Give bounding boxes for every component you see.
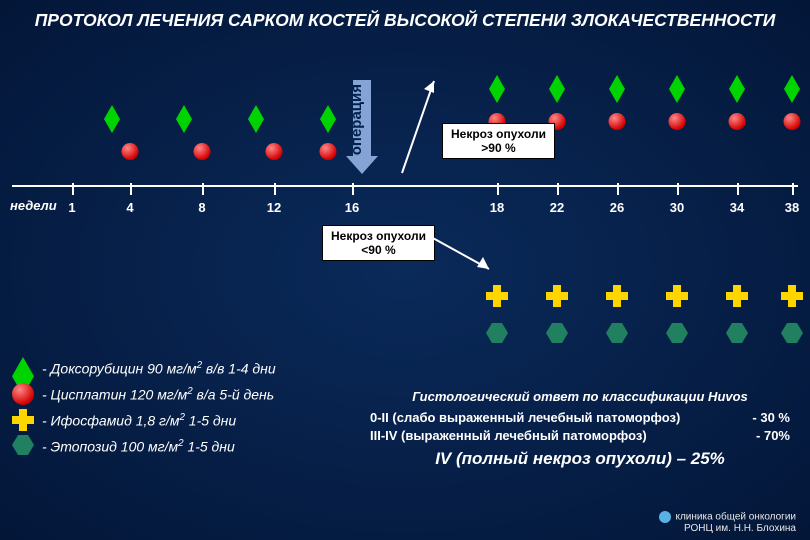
hex-marker [546, 323, 568, 343]
circle-marker [784, 113, 801, 130]
tick [677, 183, 679, 195]
diamond-marker [549, 75, 565, 103]
plus-marker [606, 285, 628, 307]
footer-icon [659, 511, 671, 523]
plus-marker [781, 285, 803, 307]
tick [130, 183, 132, 195]
plus-marker [666, 285, 688, 307]
legend-etoposide: - Этопозид 100 мг/м2 1-5 дни [12, 435, 372, 457]
circle-marker [266, 143, 283, 160]
page-title: ПРОТОКОЛ ЛЕЧЕНИЯ САРКОМ КОСТЕЙ ВЫСОКОЙ С… [0, 0, 810, 35]
hexagon-icon [12, 435, 34, 457]
circle-marker [194, 143, 211, 160]
diamond-marker [669, 75, 685, 103]
circle-icon [12, 383, 34, 405]
plus-icon [12, 409, 34, 431]
hex-marker [666, 323, 688, 343]
tick-label: 34 [730, 200, 744, 215]
huvos-final: IV (полный некроз опухоли) – 25% [370, 449, 790, 469]
tick-label: 12 [267, 200, 281, 215]
necrosis-high-box: Некроз опухоли >90 % [442, 123, 555, 159]
diamond-marker [320, 105, 336, 133]
tick-label: 26 [610, 200, 624, 215]
legend-doxorubicin: - Доксорубицин 90 мг/м2 в/в 1-4 дни [12, 357, 372, 379]
huvos-panel: Гистологический ответ по классификации H… [370, 389, 790, 469]
arrow-down-icon [427, 233, 497, 277]
surgery-arrow: операция [346, 80, 378, 180]
tick [497, 183, 499, 195]
circle-marker [122, 143, 139, 160]
circle-marker [609, 113, 626, 130]
timeline-chart: недели 1 4 8 12 16 18 22 26 30 34 38 операция Некр… [12, 35, 798, 225]
hex-marker [726, 323, 748, 343]
footer: клиника общей онкологии РОНЦ им. Н.Н. Бл… [659, 511, 796, 534]
tick-label: 18 [490, 200, 504, 215]
legend-ifosfamide: - Ифосфамид 1,8 г/м2 1-5 дни [12, 409, 372, 431]
tick-label: 8 [198, 200, 205, 215]
diamond-marker [609, 75, 625, 103]
diamond-marker [176, 105, 192, 133]
tick [737, 183, 739, 195]
hex-marker [606, 323, 628, 343]
huvos-row-2: III-IV (выраженный лечебный патоморфоз)-… [370, 428, 790, 443]
diamond-marker [248, 105, 264, 133]
tick [557, 183, 559, 195]
tick [202, 183, 204, 195]
diamond-marker [729, 75, 745, 103]
legend-cisplatin: - Цисплатин 120 мг/м2 в/а 5-й день [12, 383, 372, 405]
tick-label: 22 [550, 200, 564, 215]
tick-label: 4 [126, 200, 133, 215]
tick [274, 183, 276, 195]
hex-marker [781, 323, 803, 343]
plus-marker [546, 285, 568, 307]
tick-label: 38 [785, 200, 799, 215]
arrow-up-icon [394, 75, 444, 175]
lower-markers-row [12, 281, 798, 351]
huvos-row-1: 0-II (слабо выраженный лечебный патоморф… [370, 410, 790, 425]
tick [617, 183, 619, 195]
plus-marker [726, 285, 748, 307]
circle-marker [669, 113, 686, 130]
circle-marker [320, 143, 337, 160]
diamond-marker [784, 75, 800, 103]
diamond-marker [104, 105, 120, 133]
tick-label: 30 [670, 200, 684, 215]
surgery-label: операция [348, 84, 365, 155]
tick [72, 183, 74, 195]
diamond-marker [489, 75, 505, 103]
weeks-label: недели [10, 198, 57, 213]
diamond-icon [12, 357, 34, 379]
circle-marker [729, 113, 746, 130]
huvos-title: Гистологический ответ по классификации H… [370, 389, 790, 404]
necrosis-low-box: Некроз опухоли <90 % [322, 225, 435, 261]
tick-label: 16 [345, 200, 359, 215]
tick-label: 1 [68, 200, 75, 215]
tick [352, 183, 354, 195]
hex-marker [486, 323, 508, 343]
plus-marker [486, 285, 508, 307]
tick [792, 183, 794, 195]
